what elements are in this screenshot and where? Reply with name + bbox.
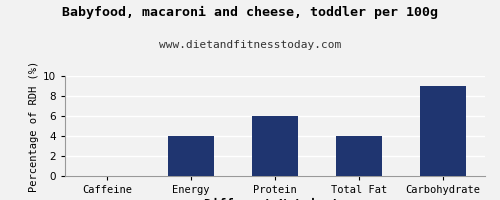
Bar xyxy=(252,116,298,176)
X-axis label: Different Nutrients: Different Nutrients xyxy=(204,198,346,200)
Y-axis label: Percentage of RDH (%): Percentage of RDH (%) xyxy=(28,60,38,192)
Bar xyxy=(420,86,466,176)
Bar xyxy=(168,136,214,176)
Bar xyxy=(336,136,382,176)
Text: www.dietandfitnesstoday.com: www.dietandfitnesstoday.com xyxy=(159,40,341,50)
Text: Babyfood, macaroni and cheese, toddler per 100g: Babyfood, macaroni and cheese, toddler p… xyxy=(62,6,438,19)
